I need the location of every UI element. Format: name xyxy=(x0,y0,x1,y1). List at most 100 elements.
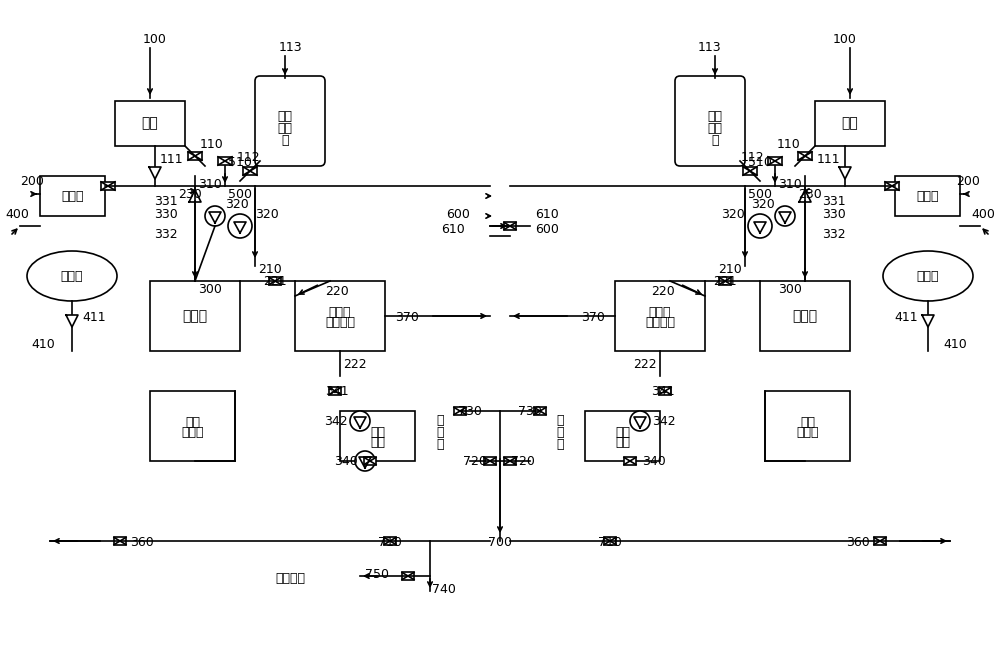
Text: 锅炉: 锅炉 xyxy=(842,117,858,131)
Circle shape xyxy=(205,206,225,226)
Text: 360: 360 xyxy=(846,536,870,549)
Bar xyxy=(340,411,415,461)
Text: 221: 221 xyxy=(263,275,287,288)
Text: 暖风器: 暖风器 xyxy=(61,190,84,203)
Text: 200: 200 xyxy=(20,175,44,188)
Text: 210: 210 xyxy=(718,263,742,276)
Text: 332: 332 xyxy=(154,228,178,241)
Text: 113: 113 xyxy=(279,41,303,54)
Text: 320: 320 xyxy=(225,198,249,211)
Bar xyxy=(768,157,782,165)
Text: 水箱: 水箱 xyxy=(615,436,630,449)
Text: 730: 730 xyxy=(458,405,482,418)
Text: 220: 220 xyxy=(651,285,675,298)
Text: 400: 400 xyxy=(5,208,29,221)
Text: 221: 221 xyxy=(713,275,737,288)
Text: 100: 100 xyxy=(833,33,857,46)
Text: 除: 除 xyxy=(556,415,564,428)
Text: 750: 750 xyxy=(365,568,389,581)
Text: 112: 112 xyxy=(740,151,764,164)
Text: 低压: 低压 xyxy=(800,415,815,428)
Bar xyxy=(615,281,705,351)
Text: 610: 610 xyxy=(441,223,465,236)
Text: 水箱: 水箱 xyxy=(370,436,385,449)
Text: 200: 200 xyxy=(956,175,980,188)
Text: 凝汽器: 凝汽器 xyxy=(182,309,208,323)
Bar xyxy=(798,152,812,160)
Text: 定排: 定排 xyxy=(278,110,292,123)
Text: 411: 411 xyxy=(894,311,918,324)
Text: 710: 710 xyxy=(378,536,402,549)
Text: 370: 370 xyxy=(581,311,605,324)
Bar xyxy=(40,176,105,216)
Text: 外卖热水: 外卖热水 xyxy=(275,571,305,584)
Text: 盐: 盐 xyxy=(436,426,444,440)
Circle shape xyxy=(350,411,370,431)
Text: 112: 112 xyxy=(236,151,260,164)
Text: 500: 500 xyxy=(228,188,252,201)
Text: 300: 300 xyxy=(778,283,802,296)
Text: 密封水: 密封水 xyxy=(649,306,671,319)
Bar xyxy=(188,152,202,160)
Text: 340: 340 xyxy=(334,455,358,468)
Circle shape xyxy=(775,206,795,226)
Text: 110: 110 xyxy=(776,138,800,151)
Text: 331: 331 xyxy=(822,195,846,208)
Bar xyxy=(885,182,899,190)
Text: 低压: 低压 xyxy=(185,415,200,428)
Text: 除氧器: 除氧器 xyxy=(917,270,939,283)
Text: 加热器: 加热器 xyxy=(181,426,204,438)
Bar xyxy=(402,573,414,580)
Text: 盐: 盐 xyxy=(556,426,564,440)
Text: 113: 113 xyxy=(697,41,721,54)
Text: 111: 111 xyxy=(160,153,184,166)
Text: 320: 320 xyxy=(721,208,745,221)
Bar xyxy=(534,407,546,415)
Text: 320: 320 xyxy=(255,208,279,221)
Text: 310: 310 xyxy=(778,178,802,191)
Text: 回收水箱: 回收水箱 xyxy=(325,316,355,329)
Bar xyxy=(484,457,496,464)
Text: 230: 230 xyxy=(798,188,822,201)
Bar xyxy=(150,391,235,461)
Text: 510: 510 xyxy=(748,156,772,169)
Ellipse shape xyxy=(883,251,973,301)
Text: 410: 410 xyxy=(943,338,967,351)
Text: 凝补: 凝补 xyxy=(615,426,630,438)
Circle shape xyxy=(748,214,772,238)
Bar xyxy=(760,281,850,351)
Text: 411: 411 xyxy=(82,311,106,324)
Text: 110: 110 xyxy=(200,138,224,151)
Text: 342: 342 xyxy=(324,415,348,428)
Text: 300: 300 xyxy=(198,283,222,296)
Bar xyxy=(454,407,466,415)
Bar xyxy=(895,176,960,216)
Text: 330: 330 xyxy=(154,208,178,221)
Text: 410: 410 xyxy=(31,338,55,351)
Text: 222: 222 xyxy=(633,358,657,371)
Text: 360: 360 xyxy=(130,536,154,549)
Text: 加热器: 加热器 xyxy=(796,426,819,438)
Bar xyxy=(329,388,341,395)
Text: 340: 340 xyxy=(642,455,666,468)
Text: 600: 600 xyxy=(535,223,559,236)
Text: 720: 720 xyxy=(511,455,535,468)
Text: 500: 500 xyxy=(748,188,772,201)
Bar xyxy=(659,388,671,395)
Text: 凝补: 凝补 xyxy=(370,426,385,438)
Text: 回收水箱: 回收水箱 xyxy=(645,316,675,329)
Text: 水: 水 xyxy=(436,438,444,451)
Text: 除氧器: 除氧器 xyxy=(61,270,83,283)
Bar xyxy=(269,277,281,285)
Text: 暖风器: 暖风器 xyxy=(916,190,939,203)
Bar xyxy=(101,182,115,190)
Bar xyxy=(765,391,850,461)
Ellipse shape xyxy=(27,251,117,301)
Bar xyxy=(150,281,240,351)
Bar xyxy=(604,537,616,544)
Text: 610: 610 xyxy=(535,208,559,221)
Text: 720: 720 xyxy=(463,455,487,468)
Bar xyxy=(384,537,396,544)
Text: 器: 器 xyxy=(711,134,719,146)
Text: 密封水: 密封水 xyxy=(329,306,351,319)
